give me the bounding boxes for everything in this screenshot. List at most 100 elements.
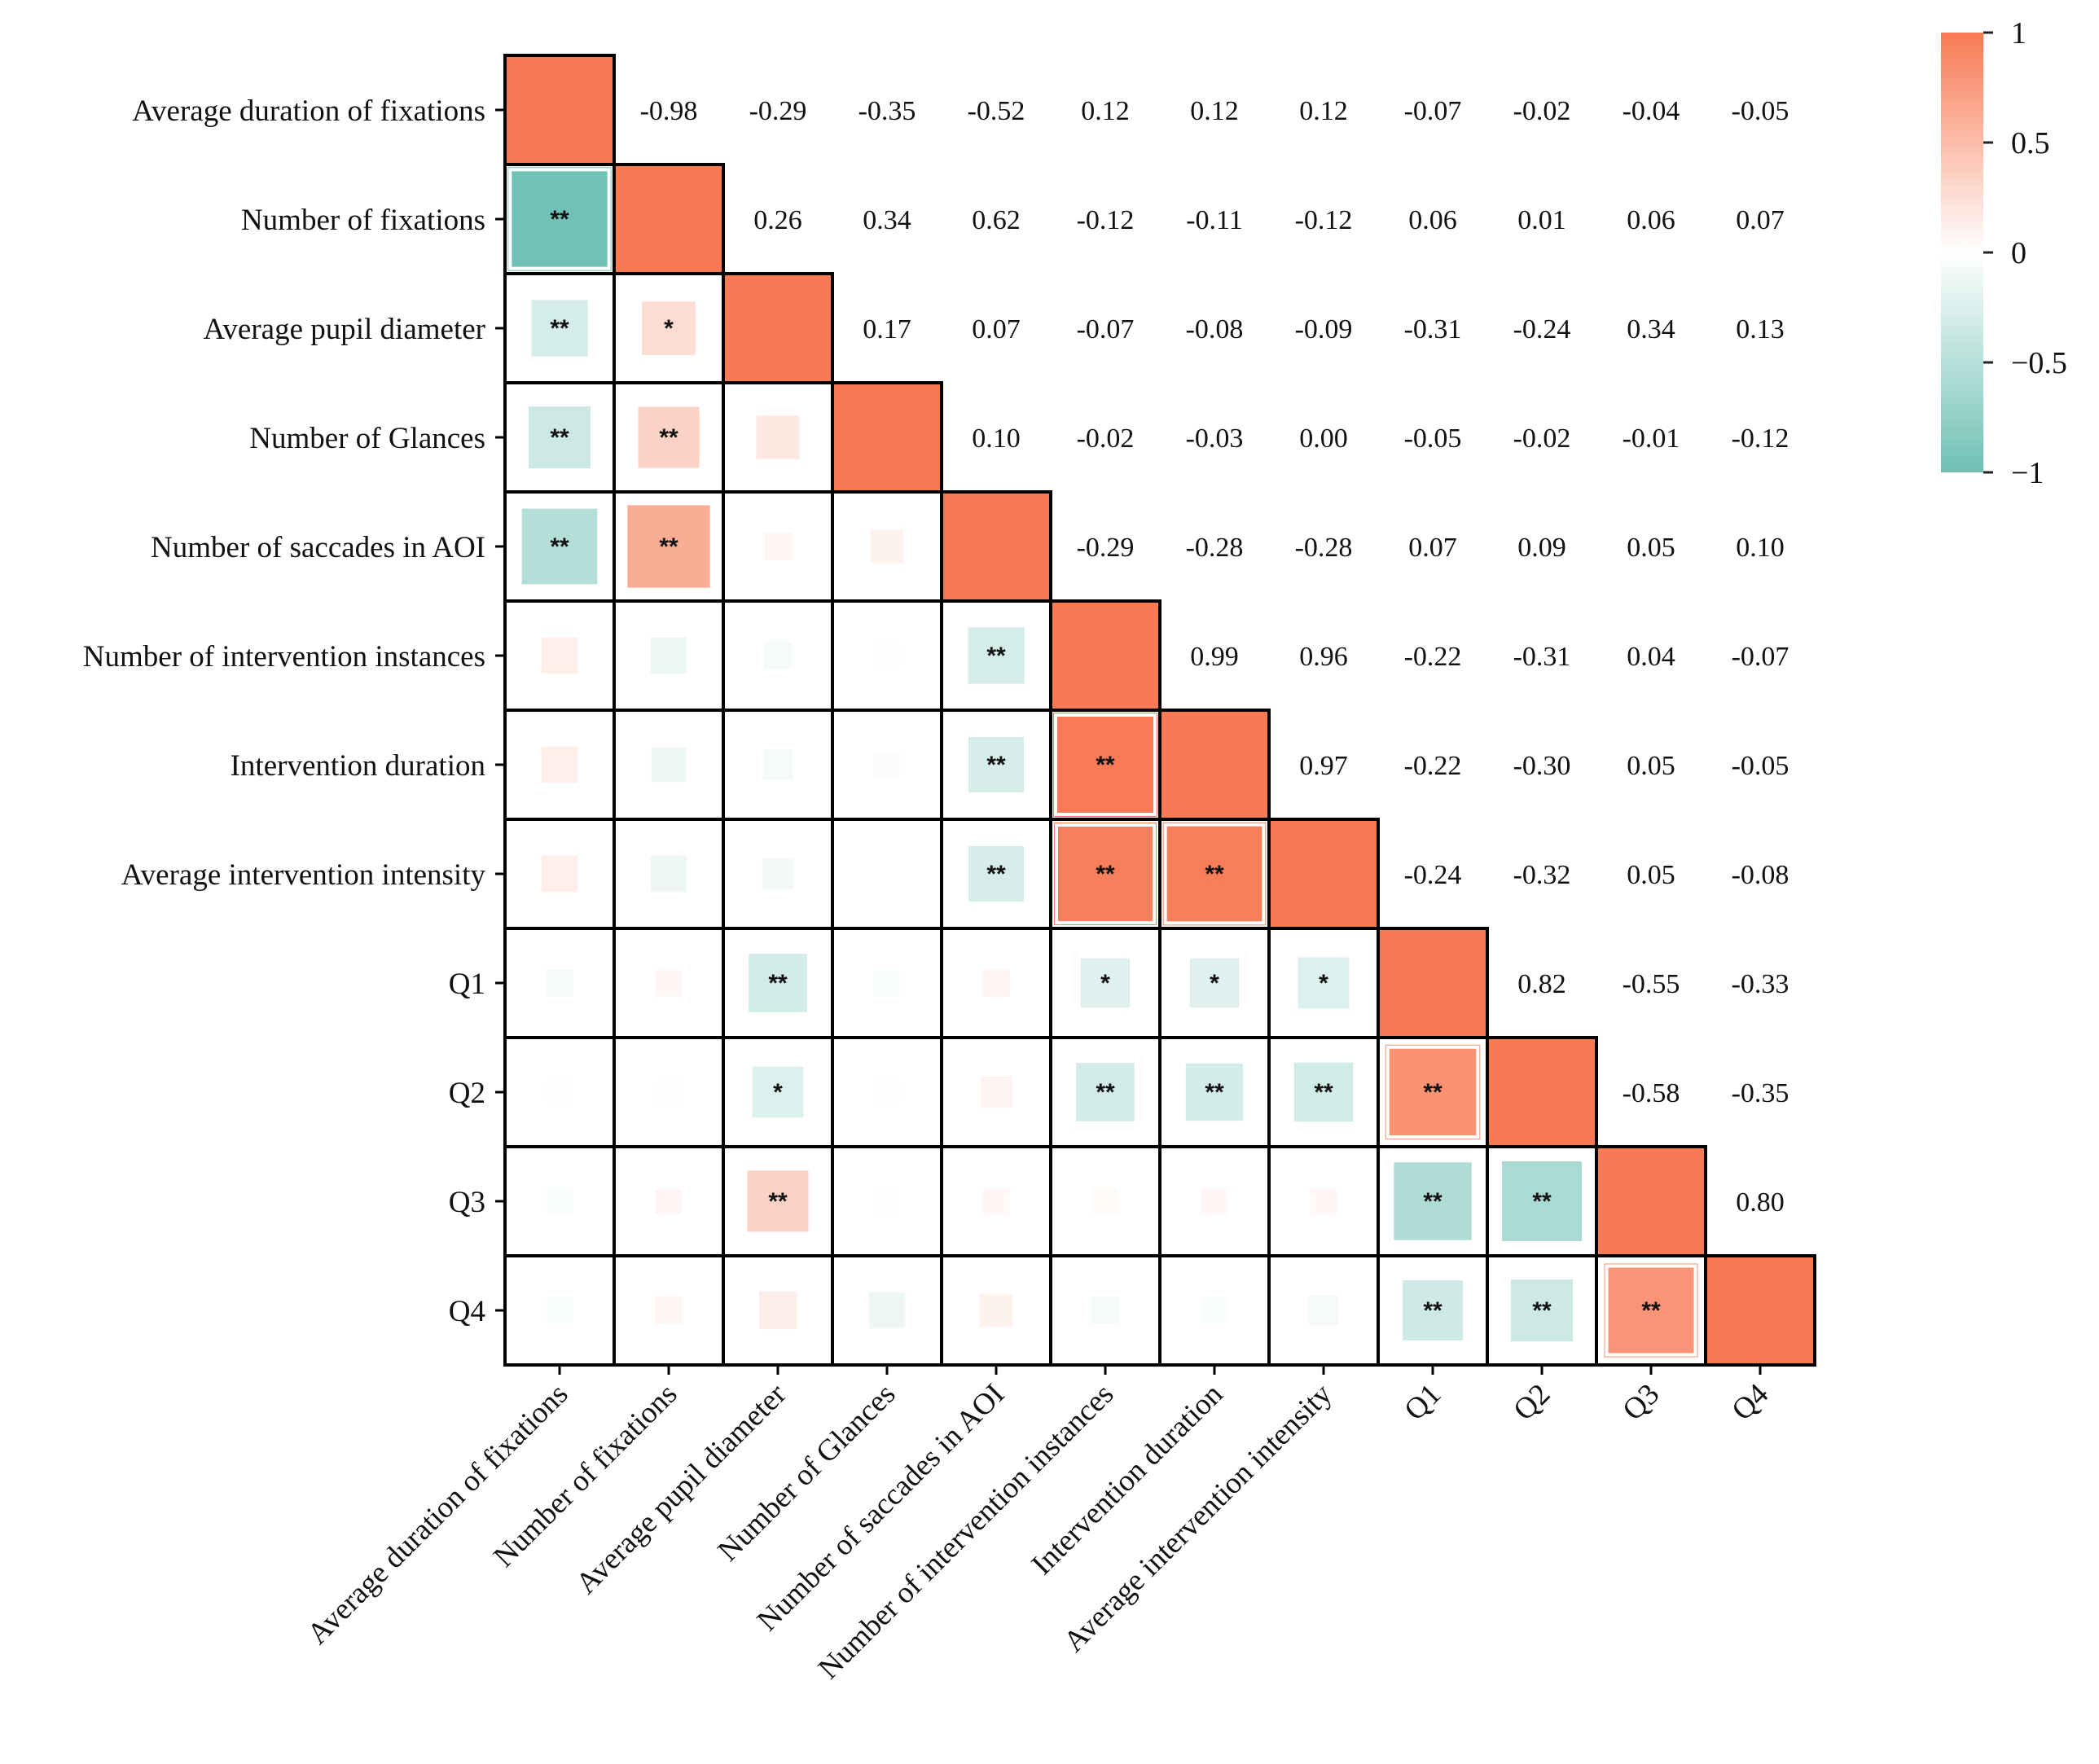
x-label-q1: Q1 [1398,1377,1447,1427]
value-label-r1-c5: -0.52 [968,96,1025,126]
strong-cell-highlight [1605,1264,1697,1357]
value-label-r10-c11: -0.58 [1623,1078,1680,1108]
heatmap-square-r10-c6 [1076,1063,1135,1121]
heatmap-square-r8-c2 [650,855,687,893]
significance-mark: ** [1532,1297,1552,1324]
colorbar-tick-label: 0.5 [2011,126,2050,160]
heatmap-square-r11-c4 [873,1187,901,1215]
significance-mark: ** [1423,1079,1443,1106]
value-label-r9-c12: -0.33 [1732,969,1789,999]
heatmap-square-r7-c6 [1053,713,1157,817]
y-label-q3: Q3 [449,1186,485,1219]
heatmap-square-r8-c1 [541,855,578,893]
diagonal-cell-8 [1269,819,1378,928]
heatmap-square-r12-c7 [1201,1297,1228,1324]
heatmap-square-r6-c4 [873,642,901,669]
diagonal-cell-1 [505,55,614,165]
significance-mark: ** [768,970,788,997]
value-label-r7-c8: 0.97 [1299,751,1348,781]
value-label-r9-c10: 0.82 [1517,969,1566,999]
heatmap-square-r12-c8 [1308,1295,1339,1326]
heatmap-square-r10-c1 [546,1078,573,1106]
y-label-number-of-fixations: Number of fixations [241,204,485,237]
heatmap-square-r4-c3 [756,415,800,459]
value-label-r5-c6: -0.29 [1077,533,1135,563]
heatmap-square-r11-c10 [1502,1161,1582,1241]
colorbar-tick-label: −0.5 [2011,346,2067,380]
value-label-r1-c11: -0.04 [1623,96,1680,126]
value-label-r1-c2: -0.98 [640,96,698,126]
colorbar: 1 0.5 0 −0.5 −1 [1941,16,2067,490]
y-label-average-pupil-diameter: Average pupil diameter [203,313,485,346]
heatmap-square-r9-c8 [1298,957,1350,1009]
significance-mark: ** [1314,1079,1333,1106]
heatmap-square-r11-c3 [747,1170,809,1232]
significance-mark: ** [550,315,569,342]
value-label-r3-c7: -0.08 [1186,314,1244,344]
heatmap-square-r7-c1 [541,746,578,783]
heatmap-square-r5-c3 [763,532,793,561]
value-label-r4-c6: -0.02 [1077,423,1135,454]
diagonal-cell-2 [614,165,723,274]
heatmap-square-r11-c8 [1310,1187,1337,1215]
value-label-r6-c11: 0.04 [1627,642,1675,672]
value-label-r6-c10: -0.31 [1513,642,1571,672]
colorbar-tick-label: 1 [2011,16,2027,50]
heatmap-square-r10-c8 [1293,1062,1354,1122]
diagonal-cell-4 [832,383,942,492]
value-label-r2-c7: -0.11 [1186,205,1243,235]
colorbar-tick-label: 0 [2011,236,2027,270]
heatmap-square-r9-c7 [1189,958,1240,1008]
heatmap-square-r6-c5 [968,627,1025,684]
heatmap-square-r10-c2 [655,1078,683,1106]
upper-triangle-values: -0.98 -0.29 -0.35 -0.52 0.12 0.12 0.12 -0.07 -0.… [640,96,1789,1218]
value-label-r1-c10: -0.02 [1513,96,1571,126]
value-label-r5-c11: 0.05 [1627,533,1675,563]
y-label-number-of-saccades-in-aoi: Number of saccades in AOI [151,531,485,564]
significance-mark: ** [1423,1188,1443,1215]
colorbar-tick-label: −1 [2011,456,2044,490]
heatmap-square-r7-c2 [651,747,687,783]
heatmap-cells: **** *** **** ****** **** ** **** * * ** ** ** ** ***… [505,55,1815,1365]
significance-mark: ** [1423,1297,1443,1324]
heatmap-square-r5-c2 [627,505,710,588]
value-label-r5-c12: 0.10 [1736,533,1785,563]
heatmap-square-r5-c1 [521,508,598,585]
value-label-r6-c7: 0.99 [1190,642,1239,672]
heatmap-square-r8-c5 [968,845,1025,902]
x-label-q4: Q4 [1725,1377,1775,1427]
heatmap-square-r4-c2 [638,406,700,468]
value-label-r1-c7: 0.12 [1190,96,1239,126]
heatmap-square-r2-c1 [507,167,612,271]
diagonal-cell-5 [942,492,1051,601]
heatmap-square-r12-c11 [1604,1263,1698,1358]
significance-mark: ** [550,206,569,233]
significance-mark: ** [659,424,678,451]
value-label-r4-c10: -0.02 [1513,423,1571,454]
value-label-r1-c4: -0.35 [858,96,916,126]
heatmap-square-r11-c1 [546,1187,573,1215]
value-label-r5-c7: -0.28 [1186,533,1244,563]
value-label-r1-c8: 0.12 [1299,96,1348,126]
value-label-r8-c11: 0.05 [1627,860,1675,890]
y-label-intervention-duration: Intervention duration [231,749,485,783]
heatmap-square-r8-c3 [762,858,794,890]
heatmap-square-r10-c3 [752,1066,804,1118]
heatmap-square-r11-c7 [1201,1187,1228,1215]
y-label-average-duration-of-fixations: Average duration of fixations [132,94,485,128]
strong-cell-highlight [508,168,611,270]
value-label-r2-c10: 0.01 [1517,205,1566,235]
diagonal-cell-9 [1378,928,1487,1038]
heatmap-square-r9-c2 [655,969,683,997]
heatmap-square-r12-c5 [979,1293,1013,1327]
value-label-r9-c11: -0.55 [1623,969,1680,999]
significance-mark: * [1100,970,1110,997]
diagonal-cell-11 [1596,1147,1706,1256]
y-label-q2: Q2 [449,1077,485,1110]
diagonal-cell-6 [1051,601,1160,710]
heatmap-square-r12-c3 [758,1291,797,1330]
heatmap-square-r12-c2 [654,1296,683,1325]
significance-mark: ** [1205,1079,1224,1106]
heatmap-square-r9-c1 [545,968,574,998]
